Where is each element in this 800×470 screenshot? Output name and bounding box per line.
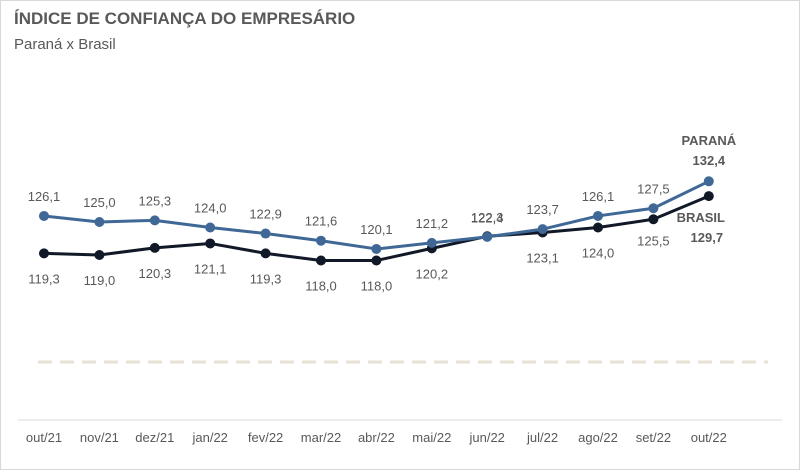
chart-subtitle: Paraná x Brasil bbox=[14, 36, 116, 53]
data-point-brasil bbox=[205, 238, 216, 249]
x-tick-label: fev/22 bbox=[248, 430, 283, 445]
x-tick-label: dez/21 bbox=[135, 430, 174, 445]
data-point-brasil bbox=[316, 255, 326, 266]
data-point-brasil bbox=[94, 250, 105, 260]
data-label-parana: 123,7 bbox=[526, 202, 559, 217]
chart-title: ÍNDICE DE CONFIANÇA DO EMPRESÁRIO bbox=[14, 9, 356, 28]
data-label-brasil: 123,1 bbox=[526, 250, 559, 265]
data-point-brasil bbox=[648, 214, 659, 225]
data-point-parana bbox=[149, 215, 160, 226]
data-point-parana bbox=[371, 243, 382, 254]
data-point-parana bbox=[482, 231, 493, 242]
x-tick-label: jan/22 bbox=[191, 430, 227, 445]
data-label-brasil: 119,3 bbox=[250, 271, 282, 286]
data-label-brasil: 122,4 bbox=[471, 210, 504, 225]
x-tick-label: out/22 bbox=[691, 430, 727, 445]
data-label-parana: 122,3 bbox=[471, 210, 504, 225]
data-label-brasil: 119,3 bbox=[28, 271, 60, 286]
x-tick-label: mar/22 bbox=[301, 430, 341, 445]
data-point-parana bbox=[537, 224, 548, 235]
x-tick-label: jul/22 bbox=[526, 430, 558, 445]
x-tick-label: abr/22 bbox=[358, 430, 395, 445]
series-layer bbox=[39, 176, 714, 266]
data-point-parana bbox=[205, 222, 216, 233]
data-label-parana: 122,9 bbox=[249, 207, 282, 222]
x-tick-label: mai/22 bbox=[412, 430, 451, 445]
data-label-parana: 125,0 bbox=[83, 195, 116, 210]
data-label-brasil: 124,0 bbox=[582, 246, 615, 261]
x-tick-label: jun/22 bbox=[468, 430, 504, 445]
series-end-value-parana: 132,4 bbox=[693, 153, 726, 168]
data-label-parana: 121,6 bbox=[305, 214, 338, 229]
data-label-brasil: 125,5 bbox=[637, 233, 670, 248]
series-end-value-brasil: 129,7 bbox=[691, 230, 724, 245]
data-label-parana: 126,1 bbox=[582, 189, 615, 204]
data-point-parana bbox=[260, 228, 271, 239]
data-label-brasil: 121,1 bbox=[194, 261, 227, 276]
data-point-parana bbox=[593, 210, 603, 221]
data-point-parana bbox=[39, 210, 49, 221]
series-name-parana: PARANÁ bbox=[681, 133, 736, 148]
data-label-brasil: 120,2 bbox=[416, 266, 449, 281]
data-point-parana bbox=[648, 203, 659, 214]
data-label-parana: 127,5 bbox=[637, 181, 670, 196]
series-name-brasil: BRASIL bbox=[677, 210, 725, 225]
data-label-brasil: 118,0 bbox=[305, 279, 337, 294]
data-label-parana: 125,3 bbox=[139, 193, 172, 208]
data-point-brasil bbox=[371, 255, 382, 266]
x-tick-label: set/22 bbox=[636, 430, 671, 445]
data-point-brasil bbox=[703, 191, 714, 202]
x-tick-label: nov/21 bbox=[80, 430, 119, 445]
x-tick-label: ago/22 bbox=[578, 430, 618, 445]
data-label-brasil: 120,3 bbox=[139, 266, 172, 281]
data-label-parana: 124,0 bbox=[194, 201, 227, 216]
data-point-brasil bbox=[39, 248, 49, 259]
data-label-brasil: 118,0 bbox=[361, 279, 393, 294]
data-label-brasil: 119,0 bbox=[84, 273, 116, 288]
data-point-parana bbox=[426, 237, 437, 248]
data-point-brasil bbox=[260, 248, 271, 259]
data-label-parana: 120,1 bbox=[360, 222, 393, 237]
data-point-parana bbox=[316, 235, 326, 246]
data-point-parana bbox=[703, 176, 714, 187]
x-axis-ticks: out/21 nov/21 dez/21 jan/22 fev/22 mar/22 abr/… bbox=[26, 430, 727, 445]
data-label-parana: 126,1 bbox=[28, 189, 61, 204]
data-point-brasil bbox=[149, 242, 160, 253]
data-label-parana: 121,2 bbox=[416, 216, 449, 231]
data-label-layer: 126,1 125,0 125,3 124,0 122,9 121,6 120,1 121,2… bbox=[28, 133, 737, 294]
data-point-parana bbox=[94, 217, 105, 227]
x-tick-label: out/21 bbox=[26, 430, 62, 445]
data-point-brasil bbox=[593, 222, 603, 233]
